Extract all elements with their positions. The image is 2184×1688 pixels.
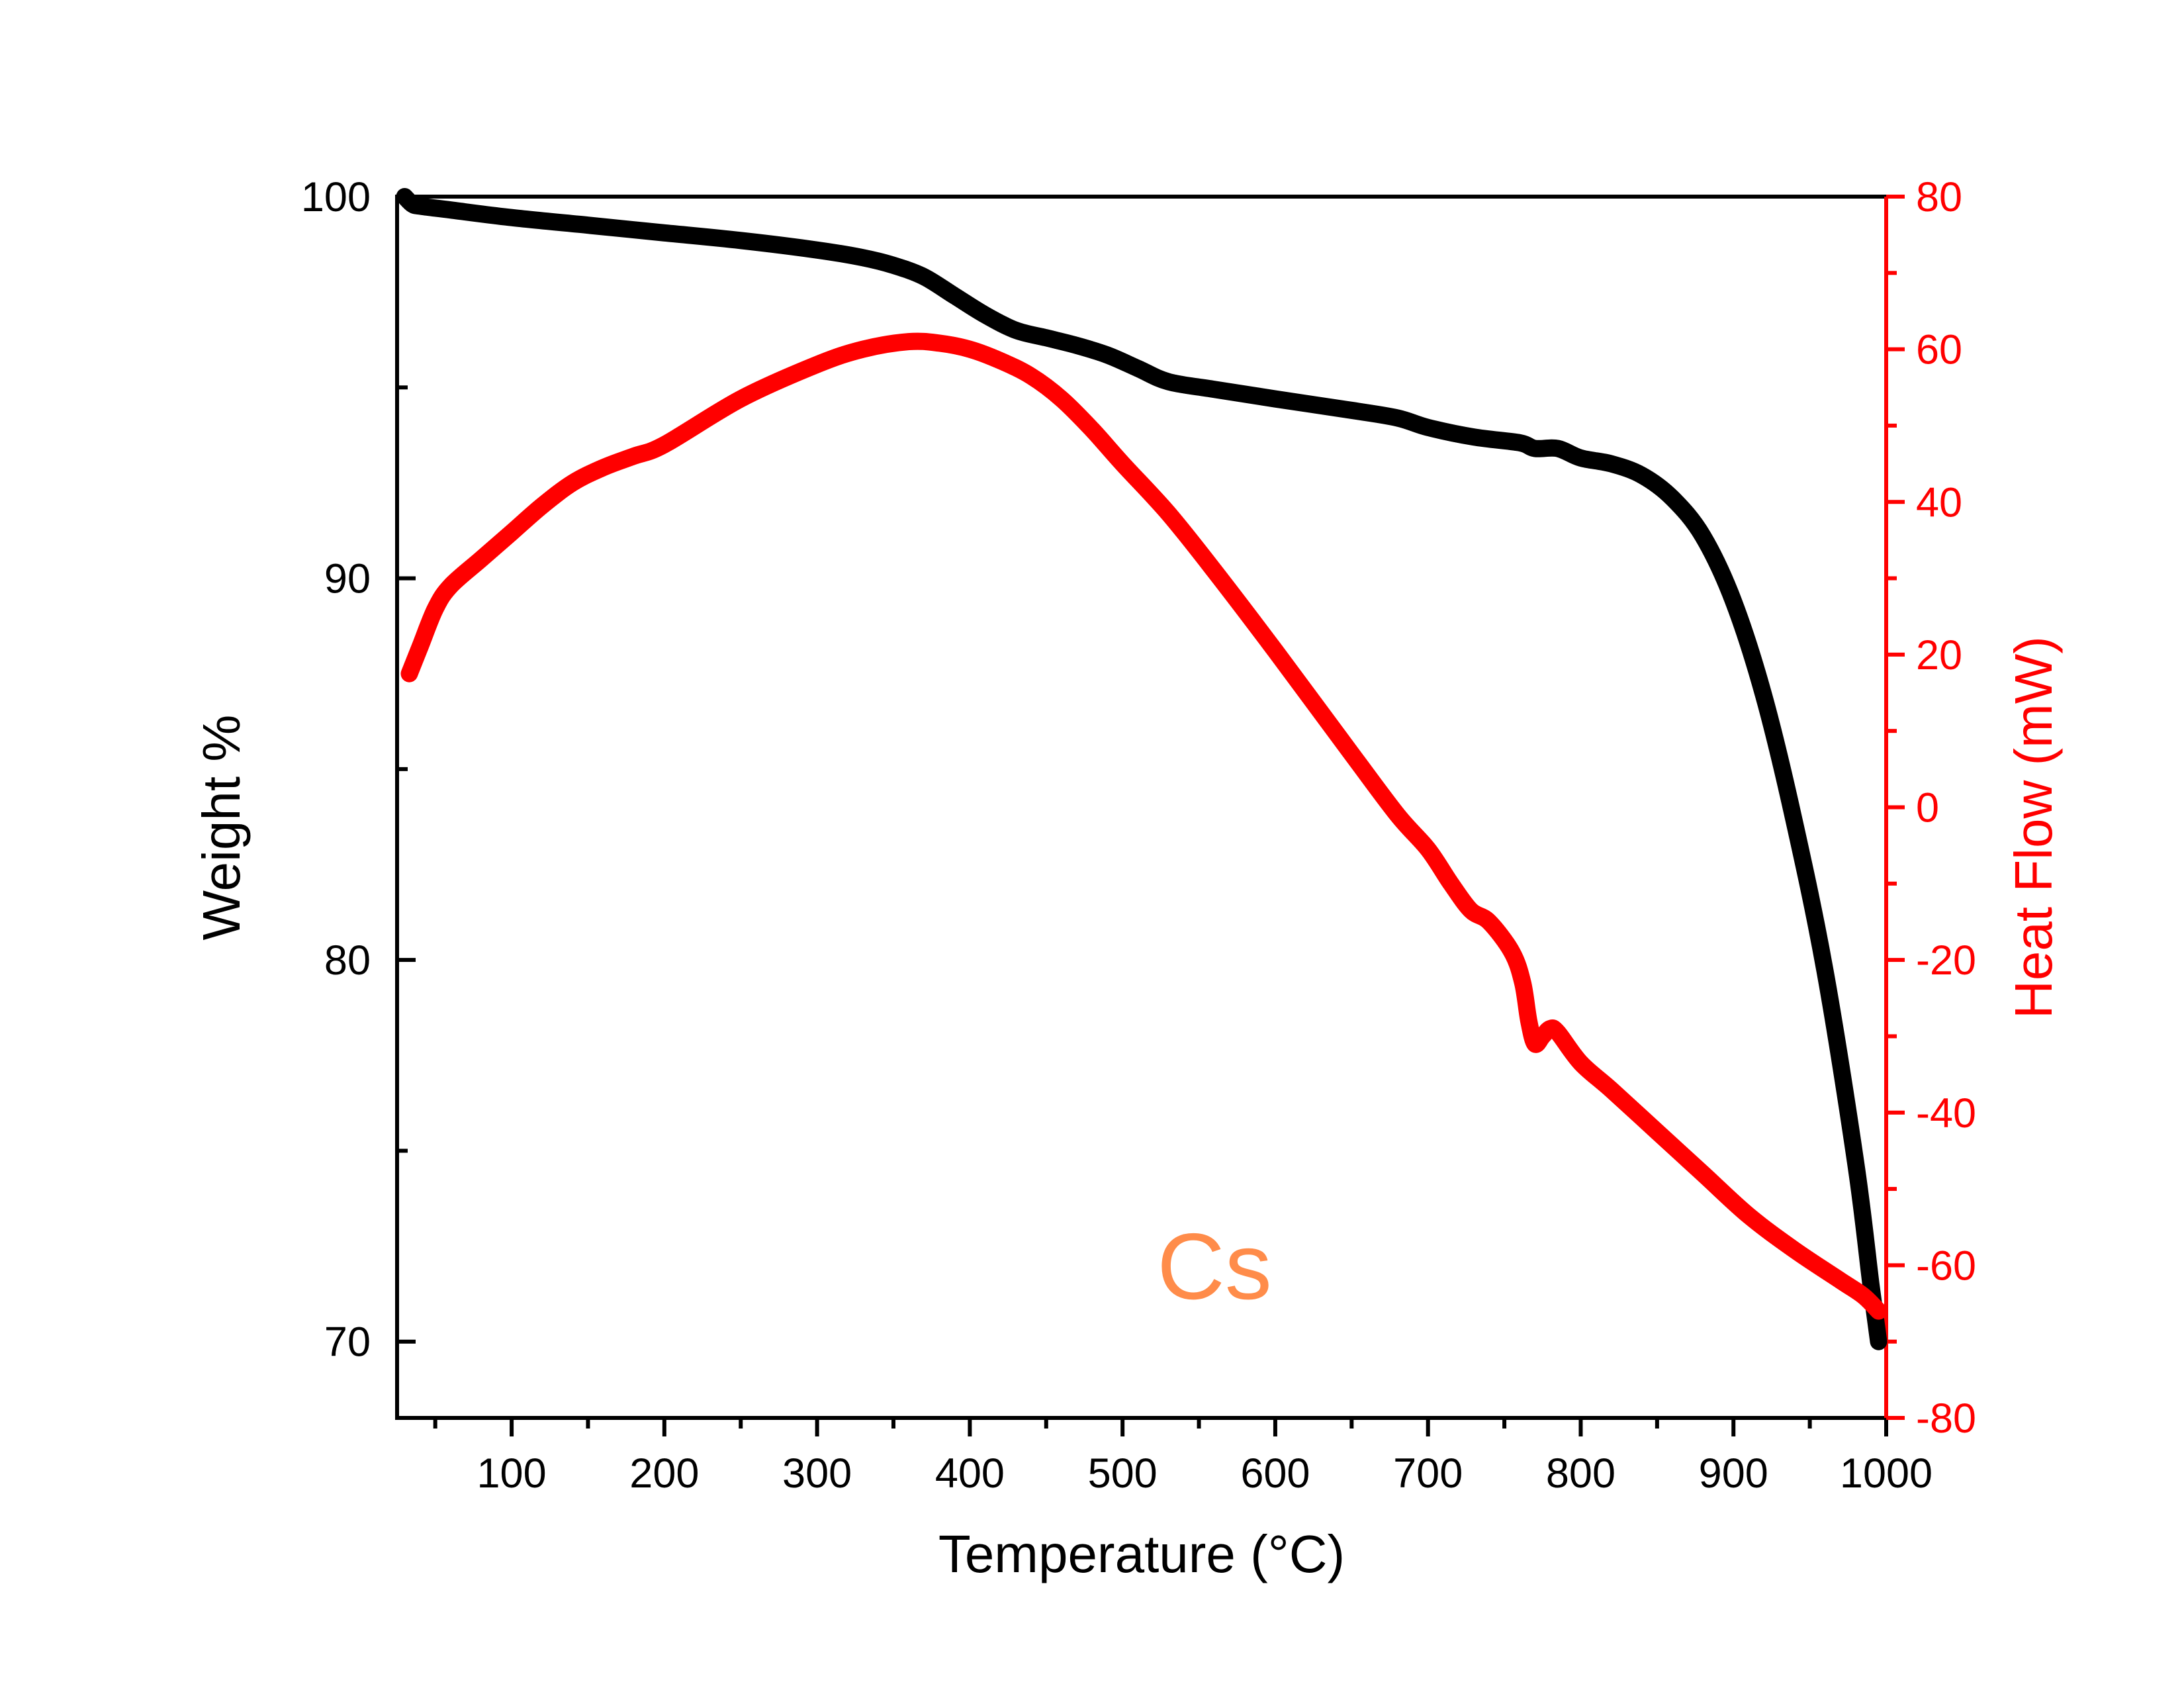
x-tick-label: 1000 [1840, 1450, 1933, 1497]
x-tick-label: 600 [1240, 1450, 1310, 1497]
right-tick-label: 60 [1916, 327, 1962, 373]
sample-annotation: Cs [1157, 1214, 1272, 1319]
right-axis-title: Heat Flow (mW) [2004, 636, 2063, 1019]
left-tick-label: 80 [324, 937, 371, 984]
x-tick-label: 300 [782, 1450, 852, 1497]
right-tick-label: -20 [1916, 937, 1976, 984]
left-tick-label: 100 [301, 174, 371, 220]
right-tick-label: -40 [1916, 1090, 1976, 1137]
right-axis-ticks: -80 -60 -40 -20 0 20 40 60 80 [1886, 174, 1976, 1442]
right-tick-label: -80 [1916, 1395, 1976, 1442]
right-tick-label: 0 [1916, 785, 1939, 831]
heat-flow-line [400, 332, 1888, 1320]
left-axis-ticks: 70 80 90 100 [301, 174, 416, 1366]
x-tick-label: 700 [1393, 1450, 1463, 1497]
left-tick-label: 90 [324, 556, 371, 602]
right-tick-label: 40 [1916, 479, 1962, 526]
right-tick-label: 20 [1916, 632, 1962, 679]
x-axis-ticks: 100 200 300 400 500 600 700 800 900 1000 [433, 1418, 1933, 1497]
x-tick-label: 900 [1699, 1450, 1768, 1497]
x-tick-label: 100 [477, 1450, 547, 1497]
x-tick-label: 800 [1546, 1450, 1615, 1497]
series-layer [396, 188, 1888, 1350]
x-tick-label: 400 [935, 1450, 1005, 1497]
weight-line [396, 188, 1888, 1350]
right-tick-label: -60 [1916, 1243, 1976, 1289]
x-tick-label: 200 [629, 1450, 699, 1497]
left-tick-label: 70 [324, 1319, 371, 1366]
right-tick-label: 80 [1916, 174, 1962, 220]
left-axis-title: Weight % [192, 715, 251, 941]
plot-frame [395, 195, 1888, 1420]
x-axis-title: Temperature (°C) [938, 1524, 1345, 1583]
x-tick-label: 500 [1088, 1450, 1158, 1497]
